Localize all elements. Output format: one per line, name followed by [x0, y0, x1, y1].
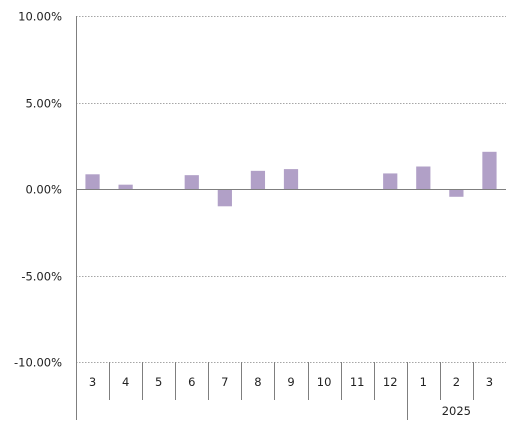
bar	[250, 170, 266, 189]
x-tick-label: 8	[254, 375, 261, 389]
y-tick-label: -10.00%	[14, 356, 62, 370]
x-tick-label: 10	[317, 375, 332, 389]
bars	[85, 151, 497, 207]
bar	[217, 189, 232, 207]
x-axis-category-labels: 3 4 5 6 7 8 9 10 11 12 1 2 3	[89, 375, 493, 389]
y-tick-label: 10.00%	[18, 10, 62, 24]
bar	[482, 151, 497, 189]
bar	[383, 173, 398, 189]
x-tick-label: 7	[221, 375, 228, 389]
x-tick-label: 6	[188, 375, 195, 389]
gridlines	[76, 16, 506, 363]
bar	[85, 174, 100, 189]
x-tick-label: 3	[486, 375, 493, 389]
x-tick-label: 2	[453, 375, 460, 389]
y-tick-label: 0.00%	[25, 183, 62, 197]
bar	[283, 169, 299, 189]
x-tick-label: 3	[89, 375, 96, 389]
y-axis-tick-labels: 10.00% 5.00% 0.00% -5.00% -10.00%	[14, 10, 62, 370]
x-tick-label: 4	[122, 375, 129, 389]
axes	[76, 16, 506, 420]
x-tick-label: 11	[350, 375, 365, 389]
year-group-label: 2025	[442, 404, 471, 418]
x-tick-label: 1	[420, 375, 427, 389]
bar	[118, 184, 133, 189]
y-tick-label: 5.00%	[25, 97, 62, 111]
x-tick-label: 5	[155, 375, 162, 389]
bar	[416, 166, 431, 189]
bar	[184, 175, 199, 189]
x-axis-group-labels: 2025	[442, 404, 471, 418]
y-tick-label: -5.00%	[21, 270, 62, 284]
x-tick-label: 12	[383, 375, 398, 389]
bar	[449, 189, 464, 197]
x-tick-label: 9	[287, 375, 294, 389]
